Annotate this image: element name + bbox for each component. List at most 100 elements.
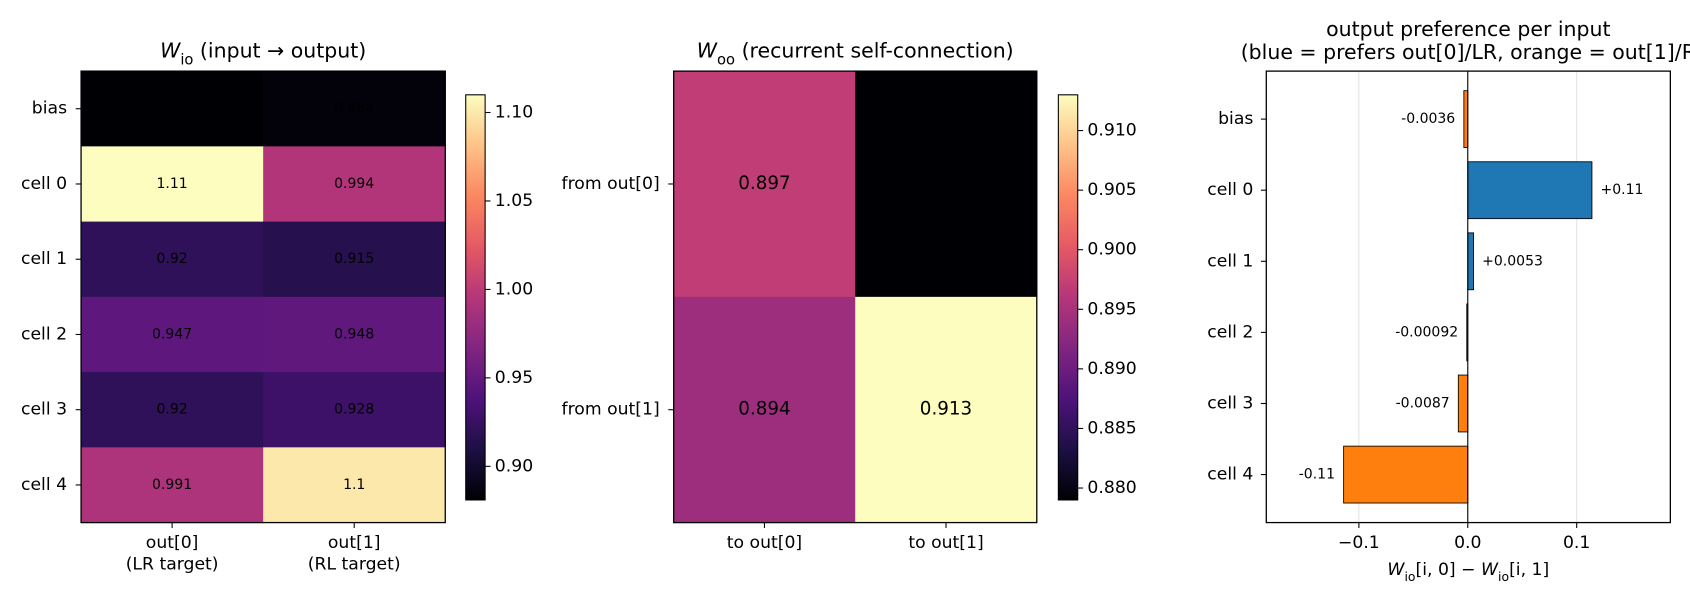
axes-frame [1265, 70, 1671, 524]
y-tick-label: from out[1] [562, 400, 660, 420]
colorbar-tick-label: 0.905 [1087, 180, 1136, 200]
heatmap-cell [81, 146, 264, 223]
heatmap-cell [263, 71, 446, 147]
cell-annotation: 0.994 [334, 176, 374, 192]
title-part: io [1498, 569, 1509, 584]
value-label: -0.0087 [1396, 395, 1450, 411]
cell-annotation: 0.991 [152, 477, 192, 493]
cell-annotation: 1.1 [343, 477, 365, 493]
colorbar-tick-label: 1.05 [495, 191, 533, 211]
x-tick-label: out[1] [328, 533, 381, 553]
colorbar-tick-label: 0.895 [1087, 299, 1136, 319]
y-tick-label: cell 1 [1207, 251, 1253, 271]
y-tick-label: cell 4 [21, 475, 67, 495]
x-tick-label: −0.1 [1338, 533, 1380, 553]
bar [1343, 445, 1469, 504]
colorbar-tick-label: 0.910 [1087, 121, 1136, 141]
title-part: [i, 0] − [1416, 560, 1482, 580]
y-tick-label: cell 3 [1207, 393, 1253, 413]
x-tick-label: out[0] [146, 533, 199, 553]
heatmap-cell [263, 146, 446, 223]
cell-annotation: 1.11 [157, 176, 188, 192]
bar [1457, 374, 1469, 433]
heatmap-cell [81, 221, 264, 298]
title-part: io [1404, 569, 1415, 584]
heatmap-cell [263, 221, 446, 298]
y-tick-label: cell 0 [1207, 180, 1253, 200]
colorbar-tick-label: 0.880 [1087, 478, 1136, 498]
title-part: [i, 1] [1509, 560, 1549, 580]
y-tick-label: cell 2 [21, 324, 67, 344]
heatmap-cell [81, 296, 264, 373]
x-tick-label: 0.1 [1563, 533, 1590, 553]
cell-annotation: 0.915 [334, 251, 374, 267]
title: Wio (input → output) [160, 39, 366, 68]
colorbar [1057, 94, 1079, 501]
axes-frame [673, 70, 1038, 524]
bar [1463, 90, 1469, 148]
axes-frame [80, 70, 446, 524]
y-tick-label: bias [32, 99, 67, 119]
title-part: oo [717, 51, 735, 68]
heatmap-cell [81, 372, 264, 448]
title-part: (recurrent self-connection) [735, 39, 1014, 63]
x-tick-label: to out[0] [727, 533, 802, 553]
cell-annotation: 0.897 [738, 173, 790, 194]
cell-annotation: 0.928 [334, 402, 374, 418]
cell-annotation: 0.879 [920, 173, 972, 194]
value-label: -0.0036 [1401, 111, 1455, 127]
heatmap-cell [263, 372, 446, 448]
cell-annotation: 0.948 [334, 326, 374, 342]
cell-annotation: 0.884 [334, 101, 374, 117]
title-part: io [180, 51, 193, 68]
colorbar-tick-label: 0.90 [495, 456, 533, 476]
heatmap-cell [263, 296, 446, 373]
colorbar-tick-label: 0.885 [1087, 418, 1136, 438]
heatmap-cell [81, 447, 264, 524]
value-label: -0.00092 [1395, 324, 1458, 340]
y-tick-label: from out[0] [562, 174, 660, 194]
x-tick-label: to out[1] [908, 533, 983, 553]
y-tick-label: bias [1218, 109, 1253, 129]
cell-annotation: 0.92 [157, 251, 188, 267]
value-label: +0.0053 [1482, 253, 1543, 269]
heatmap-cell [855, 71, 1038, 298]
cell-annotation: 0.947 [152, 326, 192, 342]
colorbar-tick-label: 1.00 [495, 279, 533, 299]
bar [1467, 161, 1593, 220]
y-tick-label: cell 1 [21, 249, 67, 269]
cell-annotation: 0.894 [738, 399, 790, 420]
cell-annotation: 0.913 [920, 399, 972, 420]
colorbar [465, 94, 486, 501]
heatmap-cell [855, 296, 1038, 524]
title-part: W [160, 39, 181, 63]
cell-annotation: 0.881 [152, 101, 192, 117]
title: (blue = prefers out[0]/LR, orange = out[… [1241, 40, 1690, 64]
colorbar-tick-label: 0.890 [1087, 359, 1136, 379]
x-axis-label: Wio[i, 0] − Wio[i, 1] [1387, 560, 1549, 584]
title-part: W [1387, 560, 1405, 580]
colorbar-tick-label: 0.95 [495, 368, 533, 388]
bar [1467, 232, 1474, 291]
value-label: +0.11 [1601, 182, 1644, 198]
x-tick-label: 0.0 [1454, 533, 1481, 553]
value-label: -0.11 [1299, 467, 1335, 483]
title-part: (input → output) [193, 39, 366, 63]
title-part: W [697, 39, 718, 63]
title-part: W [1481, 560, 1499, 580]
title: output preference per input [1326, 17, 1610, 41]
title: Woo (recurrent self-connection) [697, 39, 1014, 68]
heatmap-cell [673, 71, 856, 298]
heatmap-cell [81, 71, 264, 147]
heatmap-cell [673, 296, 856, 524]
y-tick-label: cell 2 [1207, 322, 1253, 342]
y-tick-label: cell 0 [21, 174, 67, 194]
x-tick-label: (LR target) [126, 555, 219, 575]
y-tick-label: cell 3 [21, 400, 67, 420]
y-tick-label: cell 4 [1207, 465, 1253, 485]
x-tick-label: (RL target) [308, 555, 401, 575]
cell-annotation: 0.92 [157, 402, 188, 418]
colorbar-tick-label: 0.900 [1087, 240, 1136, 260]
heatmap-cell [263, 447, 446, 524]
